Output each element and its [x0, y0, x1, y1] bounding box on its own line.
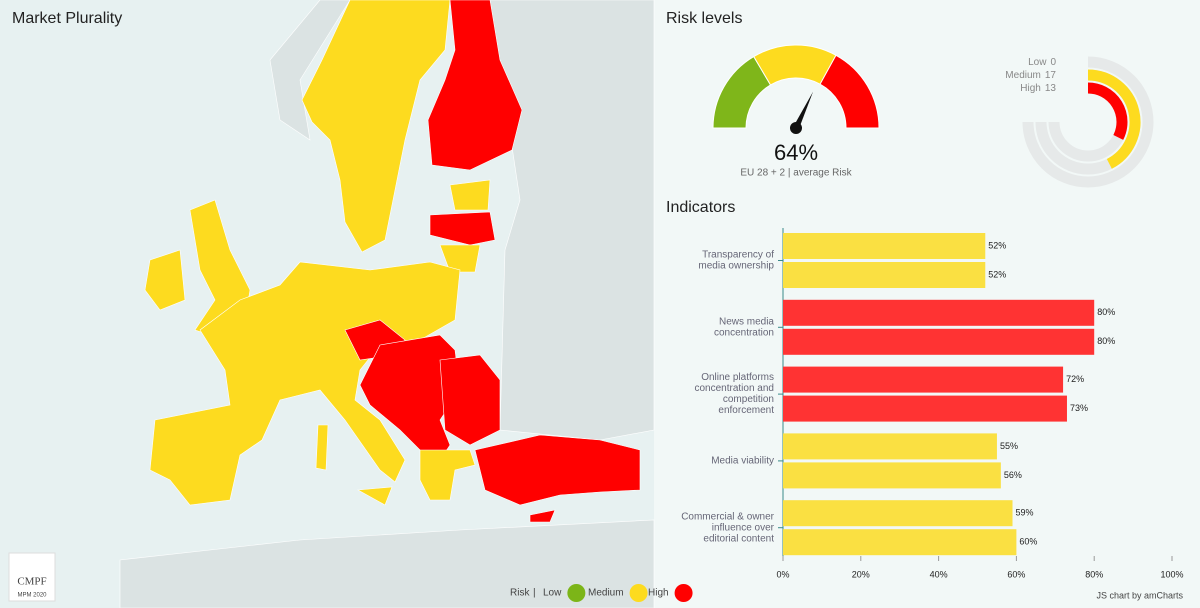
bar-title: Indicators: [666, 199, 735, 216]
bar: [783, 395, 1067, 422]
logo-subtitle: MPM 2020: [17, 593, 47, 599]
radial-bar: [1087, 69, 1141, 169]
category-label: concentration and: [694, 383, 774, 394]
value: 0: [1050, 57, 1056, 68]
value-label: 52%: [988, 269, 1006, 279]
credit: JS chart by amCharts: [1096, 590, 1183, 600]
region: [429, 211, 496, 246]
map-title: Market Plurality: [12, 10, 122, 27]
category-label: News media: [719, 316, 774, 327]
value: 13: [1045, 83, 1057, 94]
region: [529, 509, 556, 523]
value-label: 59%: [1016, 508, 1034, 518]
bar: [783, 500, 1013, 527]
x-tick-label: 20%: [852, 569, 870, 579]
category-label: media ownership: [698, 261, 774, 272]
bar: [783, 233, 986, 259]
radial-track: [1022, 56, 1154, 188]
land: [489, 0, 655, 441]
bar: [783, 366, 1064, 393]
legend-label: Medium: [588, 588, 624, 599]
bar: [783, 462, 1001, 489]
logo: [8, 552, 56, 602]
region: [449, 179, 491, 211]
radial-label: Low 0: [1028, 57, 1056, 68]
category: High: [1020, 83, 1041, 94]
x-tick-label: 80%: [1085, 569, 1103, 579]
region: [315, 424, 329, 471]
category: Low: [1028, 57, 1047, 68]
radial-label: Medium 17: [1005, 70, 1056, 81]
region: [439, 244, 481, 273]
category-label: editorial content: [703, 533, 774, 544]
value-label: 55%: [1000, 441, 1018, 451]
gauge-band: [819, 54, 880, 129]
region: [301, 0, 451, 253]
category-label: Online platforms: [701, 372, 774, 383]
region: [356, 486, 393, 506]
x-tick-label: 40%: [930, 569, 948, 579]
gauge-value: 64%: [774, 140, 818, 165]
bar: [783, 262, 986, 288]
gauge-hub: [790, 122, 802, 134]
legend-separator: |: [533, 588, 536, 599]
value-label: 56%: [1004, 470, 1022, 480]
region: [419, 449, 476, 501]
category: Medium: [1005, 70, 1041, 81]
value-label: 80%: [1097, 336, 1115, 346]
land: [269, 0, 351, 141]
bar: [783, 433, 997, 460]
category-label: influence over: [712, 522, 775, 533]
category-label: Commercial & owner: [681, 511, 774, 522]
category-label: Media viability: [711, 456, 774, 467]
category-label: concentration: [714, 327, 774, 338]
value-label: 52%: [988, 240, 1006, 250]
category-label: competition: [723, 394, 774, 405]
gauge-needle: [793, 91, 814, 130]
legend-swatch: [629, 584, 648, 602]
value: 17: [1045, 70, 1057, 81]
region: [427, 0, 523, 171]
gauge-subtitle: EU 28 + 2 | average Risk: [740, 168, 852, 179]
value-label: 73%: [1070, 403, 1088, 413]
gauge-title: Risk levels: [666, 10, 742, 27]
x-tick-label: 60%: [1007, 569, 1025, 579]
category-label: enforcement: [718, 405, 774, 416]
category-label: Transparency of: [702, 250, 774, 261]
region: [439, 354, 501, 446]
bar: [783, 328, 1095, 355]
legend-label: High: [648, 588, 669, 599]
value-label: 60%: [1019, 537, 1037, 547]
legend-label: Low: [543, 588, 562, 599]
bar: [783, 299, 1095, 326]
legend-swatch: [567, 584, 586, 602]
value-label: 80%: [1097, 307, 1115, 317]
logo-title: CMPF: [17, 576, 46, 588]
region: [474, 434, 641, 506]
x-tick-label: 100%: [1160, 569, 1183, 579]
radial-bar: [1087, 82, 1128, 140]
legend-swatch: [674, 584, 693, 602]
bar: [783, 529, 1017, 556]
map: [119, 0, 655, 608]
value-label: 72%: [1066, 374, 1084, 384]
radial-label: High 13: [1020, 83, 1056, 94]
legend-title: Risk: [510, 588, 530, 599]
x-tick-label: 0%: [776, 569, 789, 579]
land: [119, 519, 655, 608]
region: [144, 249, 186, 311]
